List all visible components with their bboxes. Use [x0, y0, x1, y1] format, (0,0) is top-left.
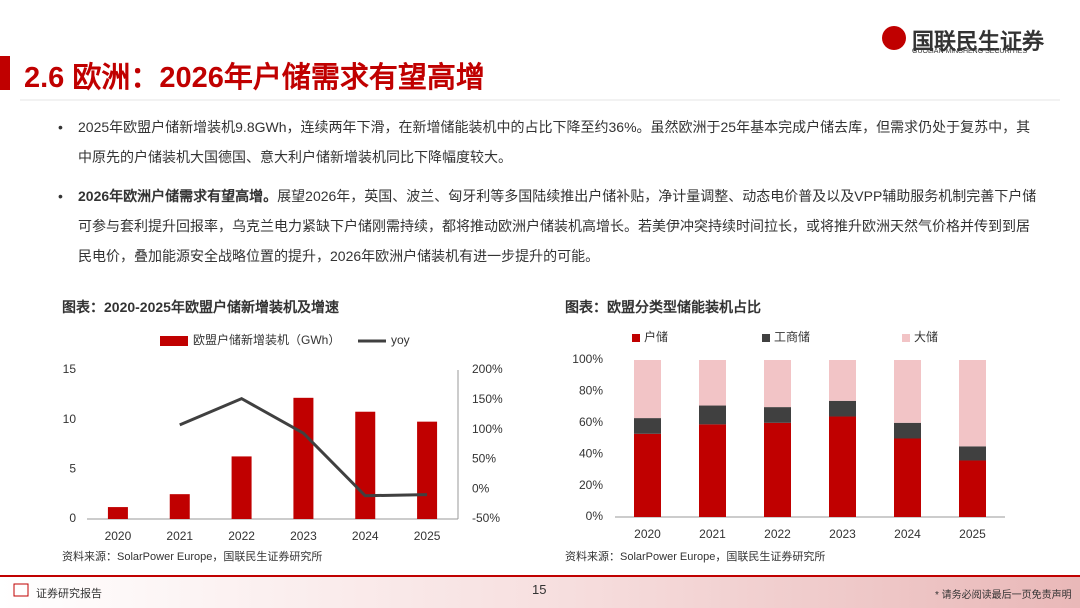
x-tick-label: 2024: [894, 527, 921, 541]
footer-band: [0, 577, 1080, 608]
y-tick-label: 15: [63, 362, 77, 376]
bar-segment: [894, 422, 921, 439]
y2-tick-label: 0%: [472, 481, 490, 495]
bar-segment: [699, 360, 726, 406]
y-tick-label: 20%: [579, 478, 603, 492]
bullet-lead: 2026年欧洲户储需求有望高增。: [78, 188, 278, 204]
legend-swatch: [632, 334, 640, 342]
bar: [107, 507, 128, 519]
legend-label: 工商储: [774, 329, 810, 344]
y-tick-label: 100%: [572, 352, 603, 366]
y2-tick-label: 100%: [472, 422, 503, 436]
bar-segment: [634, 433, 661, 517]
y2-tick-label: 50%: [472, 452, 496, 466]
bar-segment: [699, 424, 726, 517]
bullet: 2026年欧洲户储需求有望高增。展望2026年，英国、波兰、匈牙利等多国陆续推出…: [58, 181, 1038, 271]
y-tick-label: 0%: [586, 509, 604, 523]
title-accent: [0, 56, 10, 90]
logo-mark: [882, 26, 906, 50]
y-tick-label: 80%: [579, 384, 603, 398]
bar-segment: [894, 438, 921, 517]
x-tick-label: 2021: [166, 529, 193, 543]
bar-segment: [829, 400, 856, 417]
bar-segment: [634, 360, 661, 419]
chart-source: 资料来源：SolarPower Europe，国联民生证券研究所: [565, 551, 826, 563]
legend-swatch: [902, 334, 910, 342]
bar: [169, 494, 190, 519]
bar: [231, 456, 252, 519]
y-tick-label: 5: [69, 462, 76, 476]
y-tick-label: 40%: [579, 446, 603, 460]
y2-tick-label: 200%: [472, 362, 503, 376]
x-tick-label: 2022: [228, 529, 255, 543]
line: [179, 396, 428, 498]
x-tick-label: 2022: [764, 527, 791, 541]
bar-segment: [894, 360, 921, 423]
bar-segment: [699, 405, 726, 425]
x-tick-label: 2023: [829, 527, 856, 541]
legend-label: 欧盟户储新增装机（GWh）: [193, 332, 340, 347]
x-tick-label: 2021: [699, 527, 726, 541]
bar: [417, 421, 438, 519]
legend-label: 大储: [914, 329, 938, 344]
logo-subtext: GUOLIAN MINSHENG SECURITIES: [912, 48, 1028, 55]
x-tick-label: 2023: [290, 529, 317, 543]
legend-label: 户储: [644, 329, 668, 344]
x-tick-label: 2024: [352, 529, 379, 543]
page-title: 2.6 欧洲：2026年户储需求有望高增: [24, 62, 485, 94]
bar: [355, 411, 376, 519]
bullet-text: 2025年欧盟户储新增装机9.8GWh，连续两年下滑，在新增储能装机中的占比下降…: [78, 119, 1031, 165]
chart-title: 图表：2020-2025年欧盟户储新增装机及增速: [62, 299, 339, 315]
legend-label: yoy: [391, 333, 410, 347]
page-number: 15: [532, 582, 547, 597]
chart-source: 资料来源：SolarPower Europe，国联民生证券研究所: [62, 551, 323, 563]
legend-swatch: [160, 336, 188, 346]
chart-title: 图表：欧盟分类型储能装机占比: [565, 299, 761, 315]
bar: [293, 397, 314, 519]
y-tick-label: 10: [63, 412, 77, 426]
bar-segment: [829, 416, 856, 517]
bar-segment: [959, 446, 986, 461]
bullet-text: 展望2026年，英国、波兰、匈牙利等多国陆续推出户储补贴，净计量调整、动态电价普…: [78, 188, 1037, 264]
bar-segment: [959, 360, 986, 447]
footer-label: 证券研究报告: [36, 588, 102, 600]
bar-segment: [764, 360, 791, 408]
x-tick-label: 2025: [959, 527, 986, 541]
disclaimer: * 请务必阅读最后一页免责声明: [935, 590, 1072, 601]
bullet: 2025年欧盟户储新增装机9.8GWh，连续两年下滑，在新增储能装机中的占比下降…: [58, 112, 1038, 172]
footer-line: [0, 575, 1080, 577]
y2-tick-label: 150%: [472, 392, 503, 406]
bar-segment: [764, 407, 791, 423]
y-tick-label: 60%: [579, 415, 603, 429]
x-tick-label: 2025: [414, 529, 441, 543]
bar-segment: [959, 460, 986, 517]
legend-swatch: [762, 334, 770, 342]
bar-segment: [829, 360, 856, 401]
footer-icon: [13, 583, 29, 597]
x-tick-label: 2020: [105, 529, 132, 543]
y-tick-label: 0: [69, 511, 76, 525]
y2-tick-label: -50%: [472, 511, 500, 525]
bar-segment: [764, 422, 791, 517]
bar-segment: [634, 418, 661, 434]
logo-text: 国联民生证券: [912, 29, 1045, 54]
x-tick-label: 2020: [634, 527, 661, 541]
